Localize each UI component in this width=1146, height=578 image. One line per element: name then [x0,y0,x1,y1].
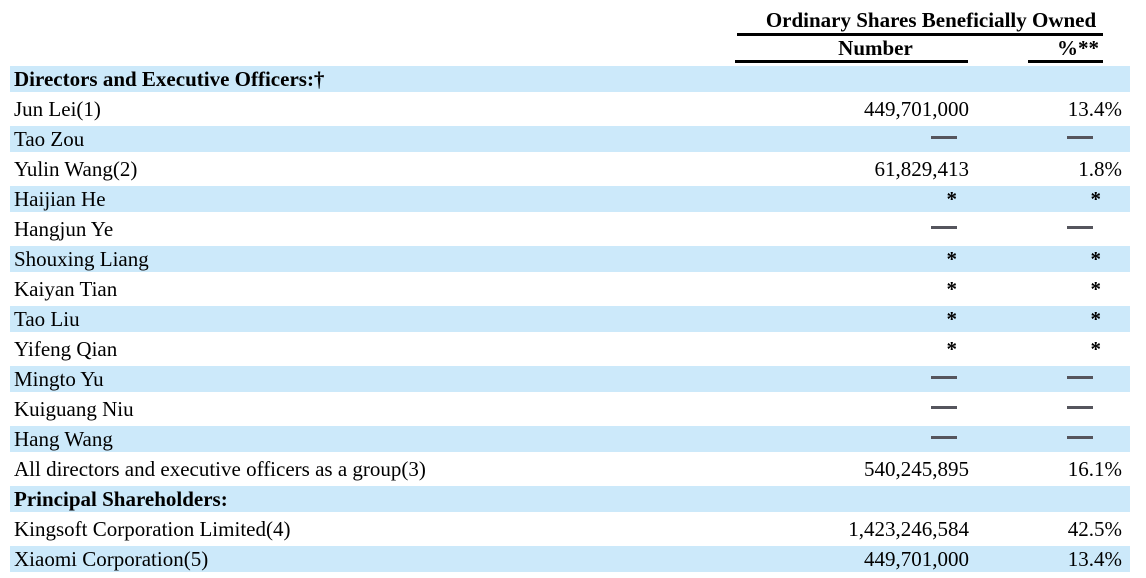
shareholder-name-cell: Tao Zou [14,126,85,151]
shares-number-cell: 449,701,000 [864,546,969,571]
ownership-percent-cell [977,397,1122,422]
shareholder-name-cell: Jun Lei(1) [14,96,101,121]
ownership-percent-cell: * [1090,186,1102,211]
table-row: All directors and executive officers as … [10,454,1130,484]
shareholder-name-cell: All directors and executive officers as … [14,456,426,481]
shareholder-name-cell: Kuiguang Niu [14,396,134,421]
ownership-percent-cell [977,427,1122,452]
ownership-percent-cell: 13.4% [1067,546,1122,571]
group-column-header: Ordinary Shares Beneficially Owned [737,8,1103,36]
shareholder-name-cell: Hangjun Ye [14,216,114,241]
shares-number-cell: * [946,186,958,211]
shareholder-name-cell: Hang Wang [14,426,113,451]
dash-placeholder [931,136,957,140]
ownership-percent-cell: 1.8% [1078,156,1122,181]
shares-number-cell: 61,829,413 [874,156,970,181]
ownership-percent-cell: * [1090,246,1102,271]
table-row: Tao Liu * * [10,304,1130,334]
dash-placeholder [931,436,957,440]
ownership-percent-cell: * [1090,306,1102,331]
shares-number-cell: * [946,246,958,271]
shares-number-cell: * [946,336,958,361]
table-row: Tao Zou [10,124,1130,154]
dash-placeholder [931,376,957,380]
ownership-percent-cell: 42.5% [1067,516,1122,541]
shareholder-name-cell: Shouxing Liang [14,246,149,271]
table-row: Haijian He * * [10,184,1130,214]
dash-placeholder [1067,406,1093,410]
shareholder-name-cell: Yulin Wang(2) [14,156,138,181]
dash-placeholder [1067,436,1093,440]
shares-number-cell: 540,245,895 [864,456,969,481]
column-header-row: Number %** [735,38,1130,63]
shares-number-cell: * [946,306,958,331]
table-row: Hang Wang [10,424,1130,454]
ownership-percent-cell [977,217,1122,242]
shares-number-cell [769,427,969,452]
table-body: Directors and Executive Officers:† Jun L… [10,64,1130,574]
table-row: Principal Shareholders: [10,484,1130,514]
table-row: Xiaomi Corporation(5) 449,701,000 13.4% [10,544,1130,574]
table-row: Kingsoft Corporation Limited(4) 1,423,24… [10,514,1130,544]
ownership-percent-cell [977,367,1122,392]
table-row: Shouxing Liang * * [10,244,1130,274]
shares-number-cell [769,397,969,422]
shares-number-cell [769,367,969,392]
ownership-percent-cell [977,127,1122,152]
ownership-percent-cell: * [1090,276,1102,301]
table-row: Kaiyan Tian * * [10,274,1130,304]
ownership-percent-cell: 13.4% [1067,96,1122,121]
column-header-number: Number [735,38,968,63]
table-row: Jun Lei(1) 449,701,000 13.4% [10,94,1130,124]
shares-number-cell: 1,423,246,584 [848,516,969,541]
table-row: Mingto Yu [10,364,1130,394]
table-row: Kuiguang Niu [10,394,1130,424]
beneficial-ownership-table: Ordinary Shares Beneficially Owned Numbe… [10,8,1130,574]
dash-placeholder [931,226,957,230]
ownership-percent-cell: * [1090,336,1102,361]
table-row: Yulin Wang(2) 61,829,413 1.8% [10,154,1130,184]
shareholder-name-cell: Haijian He [14,186,106,211]
column-header-percent: %** [1028,38,1103,63]
column-header-gap [968,38,1028,63]
shares-number-cell [769,127,969,152]
shareholder-name-cell: Mingto Yu [14,366,104,391]
dash-placeholder [1067,226,1093,230]
shareholder-name-cell: Yifeng Qian [14,336,118,361]
dash-placeholder [1067,136,1093,140]
shares-number-cell: 449,701,000 [864,96,969,121]
table-row: Hangjun Ye [10,214,1130,244]
shares-number-cell: * [946,276,958,301]
shareholder-name-cell: Directors and Executive Officers:† [14,66,325,91]
shareholder-name-cell: Xiaomi Corporation(5) [14,546,209,571]
table-row: Directors and Executive Officers:† [10,64,1130,94]
ownership-percent-cell: 16.1% [1067,456,1122,481]
shareholder-name-cell: Kingsoft Corporation Limited(4) [14,516,291,541]
dash-placeholder [1067,376,1093,380]
shareholder-name-cell: Principal Shareholders: [14,486,228,511]
shareholder-name-cell: Tao Liu [14,306,80,331]
table-row: Yifeng Qian * * [10,334,1130,364]
shares-number-cell [769,217,969,242]
dash-placeholder [931,406,957,410]
shareholder-name-cell: Kaiyan Tian [14,276,118,301]
